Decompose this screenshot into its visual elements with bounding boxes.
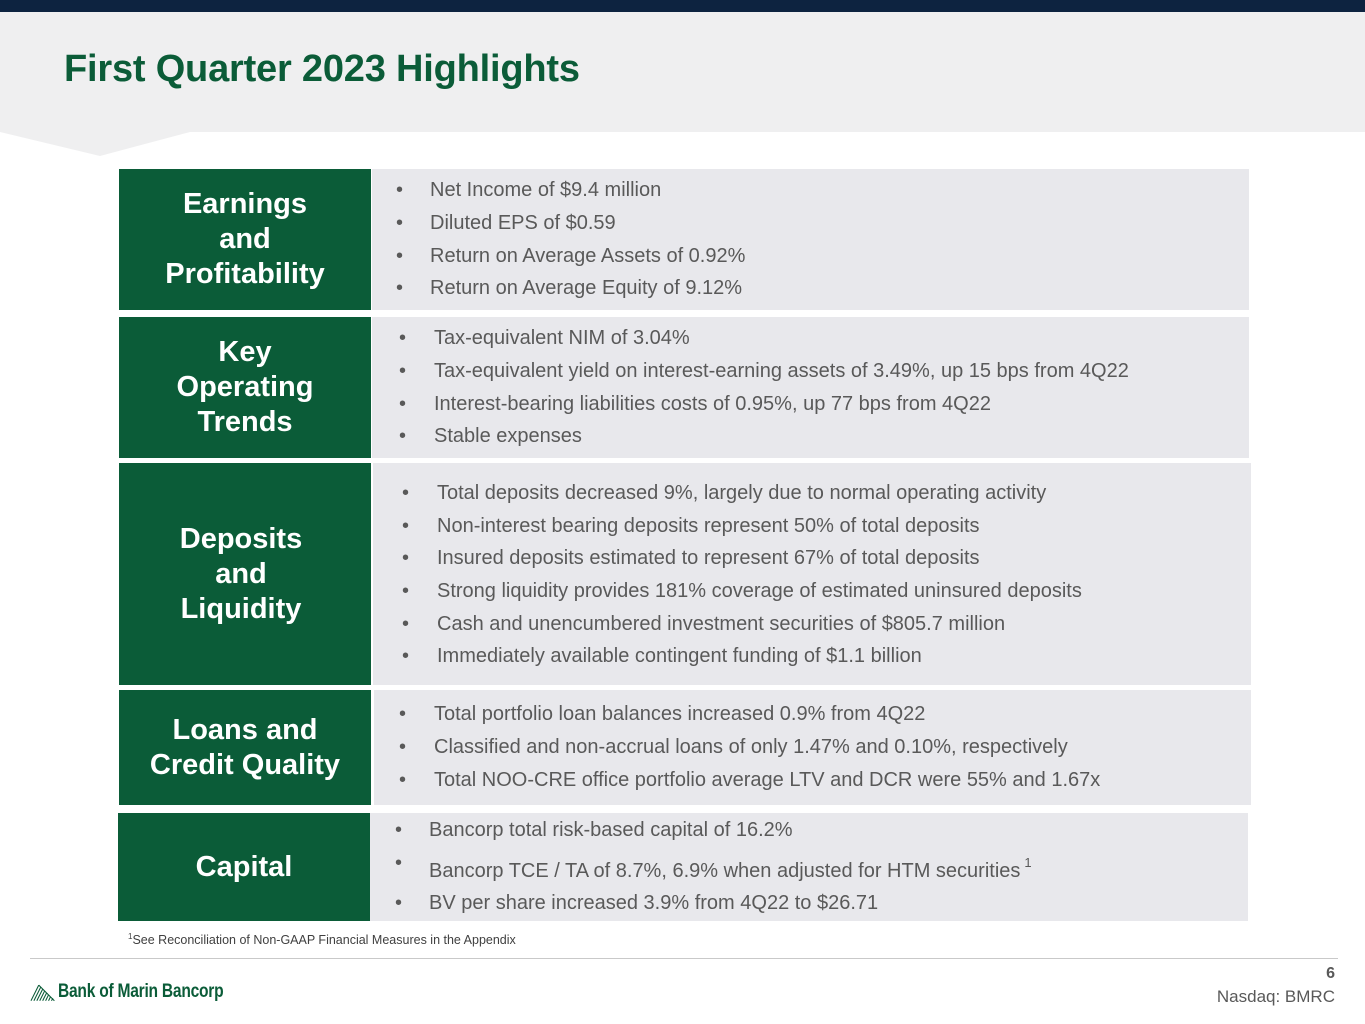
page-number: 6 bbox=[1326, 965, 1335, 982]
section-bullets: • Tax-equivalent NIM of 3.04% • Tax-equiva… bbox=[372, 317, 1249, 458]
section-label: Deposits and Liquidity bbox=[119, 463, 371, 685]
section-loans-credit: Loans and Credit Quality • Total portfoli… bbox=[119, 690, 1251, 805]
header-notch bbox=[0, 130, 190, 156]
section-capital: Capital • Bancorp total risk-based capita… bbox=[118, 813, 1248, 921]
footnote: 1See Reconciliation of Non-GAAP Financia… bbox=[128, 932, 516, 947]
section-bullets: • Total deposits decreased 9%, largely du… bbox=[373, 463, 1251, 685]
bullet-item: • Total deposits decreased 9%, largely du… bbox=[402, 481, 1047, 504]
section-label: Earnings and Profitability bbox=[119, 169, 371, 310]
footnote-marker: 1 bbox=[1024, 854, 1032, 870]
page-title: First Quarter 2023 Highlights bbox=[64, 48, 580, 90]
bullet-item: • Total portfolio loan balances increased… bbox=[399, 703, 926, 726]
bullet-item: • Net Income of $9.4 million bbox=[396, 179, 662, 202]
bullet-item: • Interest-bearing liabilities costs of 0… bbox=[399, 392, 991, 415]
section-bullets: • Total portfolio loan balances increased… bbox=[374, 690, 1251, 805]
section-label: Key Operating Trends bbox=[119, 317, 371, 458]
bullet-item: • Bancorp TCE / TA of 8.7%, 6.9% when adj… bbox=[395, 851, 1032, 882]
bullet-item: • BV per share increased 3.9% from 4Q22 t… bbox=[395, 892, 879, 915]
bullet-item: • Immediately available contingent fundin… bbox=[402, 645, 922, 668]
section-bullets: • Net Income of $9.4 million • Diluted EPS… bbox=[372, 169, 1249, 310]
section-key-operating-trends: Key Operating Trends • Tax-equivalent NIM… bbox=[119, 317, 1249, 458]
bullet-item: • Cash and unencumbered investment securi… bbox=[402, 612, 1006, 635]
bullet-item: • Bancorp total risk-based capital of 16.… bbox=[395, 818, 793, 841]
bullet-item: • Return on Average Assets of 0.92% bbox=[396, 244, 746, 267]
footer-divider bbox=[30, 958, 1338, 959]
bullet-item: • Insured deposits estimated to represent… bbox=[402, 547, 980, 570]
bullet-item: • Classified and non-accrual loans of onl… bbox=[399, 736, 1068, 759]
top-bar bbox=[0, 0, 1365, 12]
bullet-item: • Return on Average Equity of 9.12% bbox=[396, 277, 743, 300]
logo-text: Bank of Marin Bancorp bbox=[58, 981, 224, 1002]
tree-logo-icon bbox=[30, 984, 55, 1002]
header-band bbox=[0, 12, 1365, 132]
bullet-item: • Stable expenses bbox=[399, 425, 582, 448]
section-deposits-liquidity: Deposits and Liquidity • Total deposits d… bbox=[119, 463, 1251, 685]
bank-logo: Bank of Marin Bancorp bbox=[30, 972, 260, 1012]
section-label: Capital bbox=[118, 813, 370, 921]
section-label: Loans and Credit Quality bbox=[119, 690, 371, 805]
bullet-item: • Total NOO-CRE office portfolio average … bbox=[399, 768, 1101, 791]
bullet-item: • Tax-equivalent yield on interest-earnin… bbox=[399, 359, 1129, 382]
section-bullets: • Bancorp total risk-based capital of 16.… bbox=[370, 813, 1248, 921]
bullet-item: • Strong liquidity provides 181% coverage… bbox=[402, 580, 1082, 602]
bullet-item: • Non-interest bearing deposits represent… bbox=[402, 514, 980, 537]
section-earnings: Earnings and Profitability • Net Income o… bbox=[119, 169, 1249, 310]
bullet-item: • Diluted EPS of $0.59 bbox=[396, 211, 616, 234]
bullet-item: • Tax-equivalent NIM of 3.04% bbox=[399, 327, 690, 350]
ticker-label: Nasdaq: BMRC bbox=[1216, 987, 1335, 1006]
